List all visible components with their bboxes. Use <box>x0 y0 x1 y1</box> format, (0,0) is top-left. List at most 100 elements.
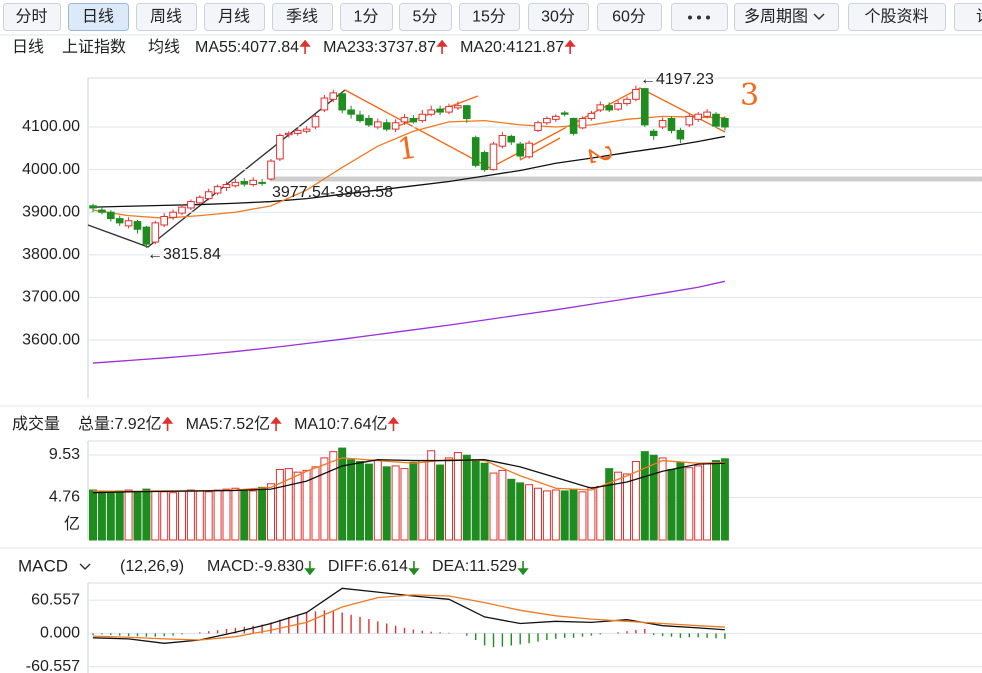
toolbar-button[interactable] <box>734 3 839 31</box>
volume-bar <box>124 489 133 541</box>
volume-bar <box>320 457 329 541</box>
volume-bar <box>471 459 480 541</box>
volume-bar <box>560 490 569 541</box>
volume-bar <box>133 492 142 541</box>
volume-bar <box>631 460 640 541</box>
volume-bar <box>284 468 293 541</box>
candle-body <box>400 117 409 123</box>
candle-body <box>552 115 560 120</box>
toolbar-label: 诊 <box>976 8 982 26</box>
candle-body <box>196 196 204 204</box>
toolbar-button[interactable] <box>204 3 265 31</box>
volume-bar <box>525 484 534 541</box>
ma-line <box>92 594 725 641</box>
toolbar-button[interactable] <box>954 3 982 31</box>
toolbar-button[interactable] <box>399 3 452 31</box>
trend-arrow <box>408 561 420 576</box>
toolbar-button[interactable] <box>848 3 946 31</box>
candle-body <box>614 103 622 110</box>
toolbar-button[interactable] <box>68 3 129 31</box>
more-dot <box>688 15 692 20</box>
volume-bar <box>658 457 667 541</box>
candle-body <box>222 184 231 189</box>
volume-bar <box>142 488 151 541</box>
toolbar-button[interactable] <box>459 3 520 31</box>
candle-body <box>178 206 186 214</box>
candle-body <box>632 89 640 100</box>
macd-params: (12,26,9) <box>120 558 184 575</box>
trend-arrow <box>299 39 311 54</box>
toolbar-button[interactable] <box>340 3 393 31</box>
y-tick-label: 60.557 <box>31 591 80 608</box>
macd-value-label: MACD:-9.830 <box>207 558 304 575</box>
candle-body <box>534 122 542 131</box>
candle-body <box>338 93 346 111</box>
candle-body <box>347 109 355 115</box>
volume-bar <box>453 452 462 541</box>
candle-body <box>712 113 720 127</box>
candle-body <box>489 143 498 171</box>
y-unit-label: 亿 <box>64 515 80 533</box>
volume-bar <box>427 450 436 541</box>
y-tick-label: 3800.00 <box>22 246 80 263</box>
wave-label: 3 <box>740 78 759 113</box>
panel-title: MACD <box>18 556 68 575</box>
toolbar-label: 季线 <box>286 8 318 26</box>
toolbar-label: 个股资料 <box>864 8 928 26</box>
price-annotation: ←4197.23 <box>640 71 714 88</box>
candle-body <box>151 222 160 243</box>
dropdown-chevron[interactable] <box>79 563 91 570</box>
volume-bar <box>578 491 587 541</box>
volume-bar <box>489 472 498 541</box>
volume-bar <box>382 466 391 541</box>
volume-bar <box>195 490 204 541</box>
volume-bar <box>186 489 195 541</box>
candle-body <box>543 117 551 124</box>
y-tick-label: -60.557 <box>26 658 80 673</box>
volume-bar <box>275 469 284 541</box>
candle-body <box>436 108 444 113</box>
volume-bar <box>614 471 623 541</box>
candle-body <box>329 92 338 100</box>
candle-body <box>507 135 516 143</box>
volume-bar <box>445 457 453 541</box>
volume-bar <box>596 485 605 541</box>
volume-bar <box>293 471 302 541</box>
toolbar-label: 60分 <box>612 8 646 26</box>
trend-arrow <box>564 39 576 54</box>
price-range-band <box>269 176 982 182</box>
toolbar-button[interactable] <box>272 3 333 31</box>
panel-title: 成交量 <box>12 415 60 433</box>
candle-body <box>623 98 631 105</box>
volume-bar <box>712 460 720 541</box>
volume-bar <box>480 462 489 541</box>
volume-bar <box>400 468 409 541</box>
volume-bar <box>507 478 516 541</box>
candle-body <box>391 122 400 130</box>
toolbar-button[interactable] <box>528 3 589 31</box>
candle-body <box>463 105 471 119</box>
candle-body <box>187 201 195 209</box>
ma-line <box>92 459 725 494</box>
header-label: 日线 <box>12 38 44 56</box>
candle-body <box>124 220 133 227</box>
legend-entry: MA233:3737.87 <box>323 39 436 56</box>
volume-bar <box>356 460 364 541</box>
y-tick-label: 4000.00 <box>22 161 80 178</box>
trend-arrow <box>161 416 174 431</box>
volume-bar <box>409 461 418 541</box>
volume-bar <box>231 487 240 541</box>
volume-bar <box>685 467 694 541</box>
legend-entry: MA20:4121.87 <box>460 39 564 56</box>
volume-bar <box>151 490 160 541</box>
toolbar-button[interactable] <box>597 3 662 31</box>
toolbar-button[interactable] <box>3 3 61 31</box>
volume-bar <box>213 489 222 541</box>
candle-body <box>560 112 569 115</box>
toolbar-button[interactable] <box>136 3 197 31</box>
toolbar-label: 分时 <box>15 8 47 26</box>
volume-bar <box>329 451 338 541</box>
ma-line <box>92 280 726 364</box>
y-tick-label: 3600.00 <box>22 331 80 348</box>
candle-body <box>374 121 382 128</box>
